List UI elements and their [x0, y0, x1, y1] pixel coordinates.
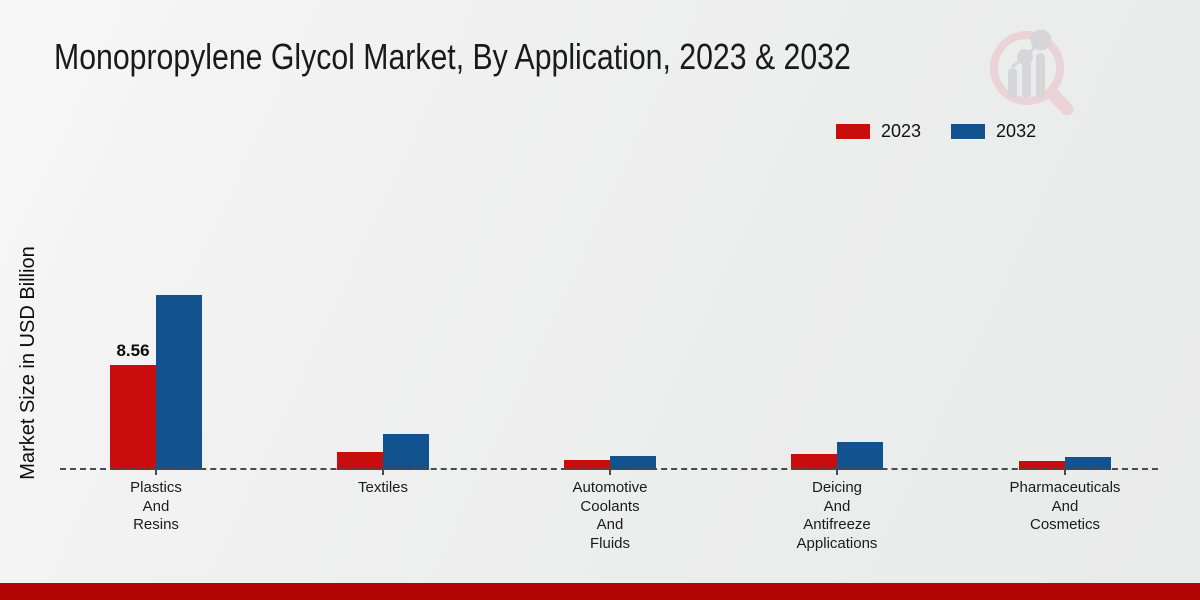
x-axis-tick — [382, 470, 384, 475]
x-axis-category-label: Plastics And Resins — [130, 479, 182, 533]
legend: 2023 2032 — [836, 121, 1036, 142]
chart-title: Monopropylene Glycol Market, By Applicat… — [54, 36, 851, 77]
bar-2032-group5 — [1065, 457, 1111, 470]
legend-label-2023: 2023 — [881, 121, 922, 141]
bar-2032-group2 — [383, 434, 429, 470]
bar-2032-group1 — [156, 294, 202, 470]
x-axis-tick — [609, 470, 611, 475]
magnifier-bar-chart-watermark-icon — [990, 29, 1074, 116]
bar-2032-group3 — [610, 455, 656, 470]
x-axis-tick — [155, 470, 157, 475]
bar-2023-group1 — [110, 365, 156, 470]
bar-2023-group5 — [1019, 461, 1065, 470]
x-axis-tick — [1064, 470, 1066, 475]
bar-value-label: 8.56 — [116, 341, 150, 360]
legend-swatch-2023 — [836, 124, 870, 139]
footer-accent-bar — [0, 583, 1200, 600]
bar-2023-group3 — [564, 459, 610, 470]
bar-2023-group4 — [791, 454, 837, 470]
legend-item-2032: 2032 — [951, 121, 1036, 142]
x-axis-category-label: Textiles — [357, 479, 409, 496]
x-axis-category-label: Automotive Coolants And Fluids — [572, 479, 648, 552]
legend-swatch-2032 — [951, 124, 986, 139]
legend-label-2032: 2032 — [996, 121, 1037, 141]
x-axis-tick — [836, 470, 838, 475]
bar-2023-group2 — [337, 452, 383, 470]
legend-item-2023: 2023 — [836, 121, 921, 142]
x-axis-baseline — [60, 468, 1158, 470]
x-axis-category-label: Deicing And Antifreeze Applications — [796, 479, 878, 552]
x-axis-category-label: Pharmaceuticals And Cosmetics — [1009, 479, 1121, 533]
bar-2032-group4 — [837, 442, 883, 470]
